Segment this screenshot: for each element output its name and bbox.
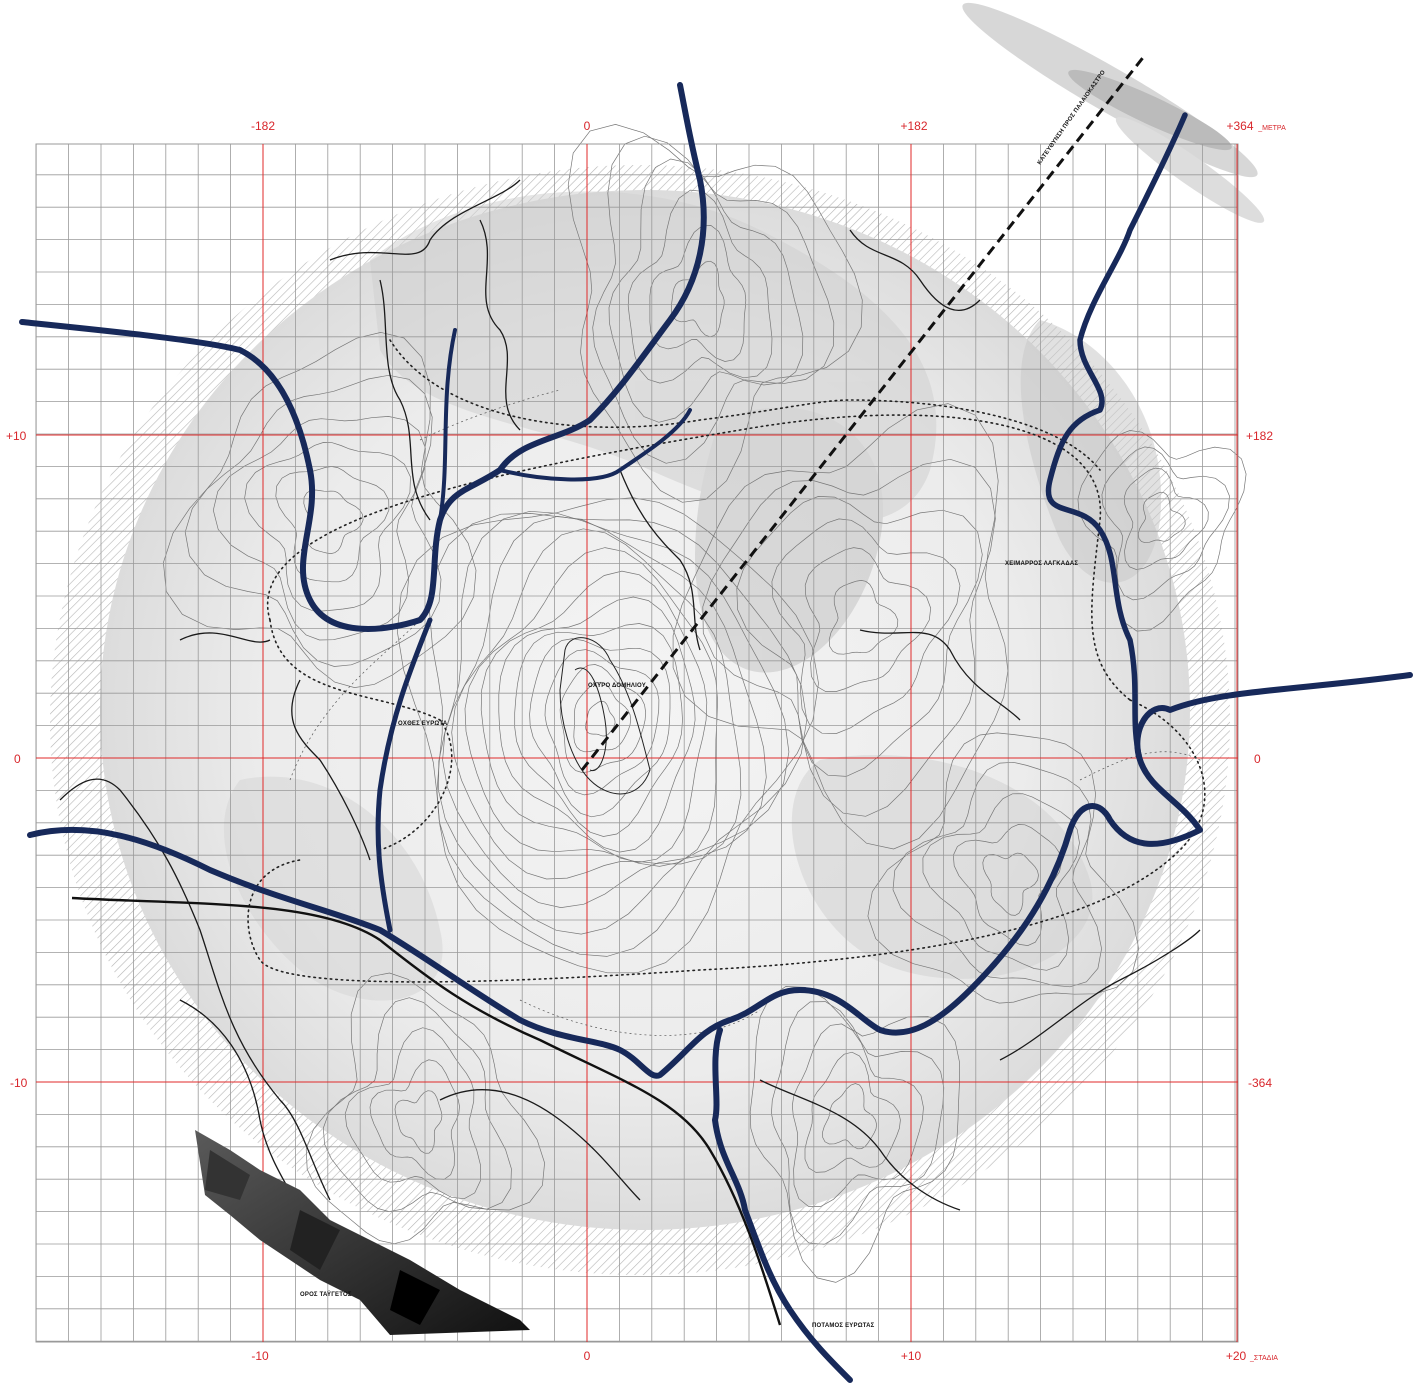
label-eurotas-banks: ΟΧΘΕΣ ΕΥΡΩΤΑ — [398, 721, 448, 727]
contour-icon — [514, 623, 683, 837]
contour-icon — [1123, 467, 1209, 570]
contour-icon — [544, 649, 660, 796]
contour-icon — [451, 528, 742, 880]
river-west-branch — [19, 82, 707, 632]
contour-icon — [438, 510, 790, 935]
contour-icon — [305, 972, 545, 1245]
contour-icon — [892, 761, 1102, 988]
contour-icon — [480, 570, 708, 863]
contour-icon — [670, 260, 725, 338]
coordinate-grid — [36, 144, 1238, 1342]
right-label: -364 — [1248, 1076, 1272, 1090]
contour-icon — [822, 1083, 877, 1150]
river-small-branch — [438, 328, 457, 522]
contour-icon — [982, 852, 1039, 916]
contour-icon — [396, 497, 819, 974]
bottom-label: -10 — [251, 1349, 269, 1363]
label-taygetos: ΟΡΟΣ ΤΑΫΓΕΤΟΣ — [300, 1291, 352, 1298]
contour-icon — [771, 1001, 945, 1245]
contour-icon — [749, 986, 960, 1283]
right-axis-labels: +182 0 -364 — [1246, 429, 1273, 1090]
contour-lines — [163, 124, 1247, 1283]
river-central-branch — [375, 617, 433, 933]
streams — [59, 179, 1201, 1251]
bottom-label: +20 — [1226, 1349, 1247, 1363]
river-mid-branch — [498, 408, 692, 482]
bottom-label: 0 — [584, 1349, 591, 1363]
contour-icon — [592, 135, 835, 464]
top-axis-labels: -182 0 +182 +364 _ΜΕΤΡΑ — [251, 119, 1286, 133]
contour-icon — [804, 1051, 901, 1173]
contour-icon — [702, 458, 996, 817]
contour-icon — [275, 466, 390, 583]
contour-icon — [498, 596, 696, 853]
fort-outline — [559, 637, 651, 795]
contour-icon — [429, 513, 808, 957]
contour-icon — [322, 997, 512, 1212]
contour-icon — [1137, 491, 1186, 544]
mountain-icon — [195, 1130, 530, 1335]
contour-icon — [344, 1027, 481, 1200]
bottom-label: +10 — [901, 1349, 922, 1363]
rivers — [19, 82, 1413, 1383]
river-south-branch — [712, 1027, 853, 1383]
left-label: 0 — [14, 752, 21, 766]
contour-icon — [567, 124, 863, 503]
top-label: +182 — [900, 119, 927, 133]
dotted-boundaries — [247, 339, 1206, 983]
contour-icon — [804, 547, 932, 692]
bottom-unit: _ΣΤΑΔΙΑ — [1249, 1355, 1278, 1362]
contour-icon — [394, 1090, 443, 1154]
contour-icon — [163, 332, 477, 688]
bottom-axis-labels: -10 0 +10 +20 _ΣΤΑΔΙΑ — [251, 1349, 1278, 1363]
right-label: 0 — [1254, 752, 1261, 766]
contour-icon — [922, 793, 1080, 971]
axis-road-dashed — [580, 54, 1147, 771]
left-label: -10 — [10, 1076, 28, 1090]
contour-icon — [649, 225, 747, 362]
terrain-shading — [223, 191, 1162, 1001]
left-label: +10 — [6, 429, 27, 443]
contour-icon — [464, 547, 718, 867]
top-label: -182 — [251, 119, 275, 133]
contour-icon — [608, 158, 804, 423]
top-label: 0 — [584, 119, 591, 133]
label-eurotas-river: ΠΟΤΑΜΟΣ ΕΥΡΩΤΑΣ — [812, 1323, 875, 1329]
top-label: +364 — [1226, 119, 1253, 133]
grid-frame — [35, 143, 1239, 1343]
cloud-shape — [962, 2, 1265, 223]
left-axis-labels: +10 0 -10 — [6, 429, 28, 1090]
contour-icon — [771, 518, 961, 734]
road-line — [71, 896, 782, 1326]
label-fort: ΟΧΥΡΟ ΔΟΜΗΛΙΟΥ — [588, 683, 646, 689]
river-north-branch — [1045, 112, 1188, 763]
contour-icon — [1101, 446, 1230, 601]
contour-icon — [828, 580, 899, 655]
label-torrent: ΧΕΙΜΑΡΡΟΣ ΛΑΓΚΑΔΑΣ — [1005, 561, 1078, 567]
contour-icon — [184, 374, 442, 667]
contour-icon — [952, 824, 1062, 946]
contour-icon — [244, 442, 411, 612]
contour-icon — [369, 1059, 460, 1180]
contour-icon — [529, 638, 671, 818]
contour-icon — [1077, 430, 1247, 632]
contour-icon — [627, 189, 773, 384]
top-unit: _ΜΕΤΡΑ — [1257, 125, 1286, 132]
river-eurotas — [27, 672, 1413, 1079]
right-label: +182 — [1246, 429, 1273, 443]
